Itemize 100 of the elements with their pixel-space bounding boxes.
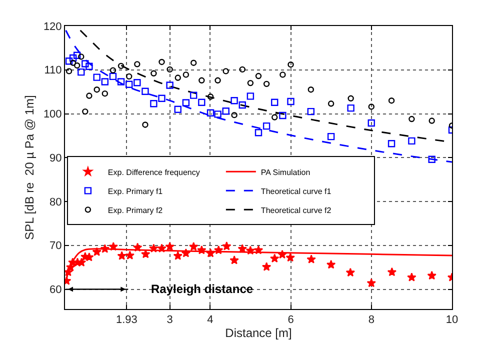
point xyxy=(238,244,247,253)
point xyxy=(66,68,72,74)
point xyxy=(134,79,141,86)
point xyxy=(247,80,254,86)
point xyxy=(222,241,232,250)
point xyxy=(197,245,206,254)
point xyxy=(408,137,416,145)
y-tick-label: 80 xyxy=(50,196,62,208)
x-tick-label: 6 xyxy=(288,314,294,326)
y-axis-title: SPL [dB re 20 µ Pa @ 1m] xyxy=(22,95,37,240)
point xyxy=(149,244,158,252)
point xyxy=(69,54,77,62)
point xyxy=(126,80,133,88)
point xyxy=(306,254,316,264)
point xyxy=(109,72,117,80)
point xyxy=(181,248,191,258)
point xyxy=(142,88,149,95)
point xyxy=(93,74,100,81)
point xyxy=(280,72,286,78)
point xyxy=(262,122,270,130)
y-tick-label: 100 xyxy=(43,108,62,121)
point xyxy=(206,109,214,116)
point xyxy=(190,60,197,66)
point xyxy=(287,98,294,106)
point xyxy=(65,58,73,65)
point xyxy=(73,52,81,59)
point xyxy=(388,97,395,104)
point xyxy=(94,86,100,93)
point xyxy=(307,108,315,116)
point xyxy=(92,247,102,256)
point xyxy=(198,98,206,106)
point xyxy=(328,100,334,107)
point xyxy=(278,250,287,259)
point xyxy=(222,108,230,115)
point xyxy=(214,245,224,254)
point xyxy=(165,242,174,251)
point xyxy=(190,92,198,99)
point xyxy=(346,268,355,277)
point xyxy=(100,244,110,253)
point xyxy=(78,54,84,60)
legend-label: PA Simulation xyxy=(260,168,310,177)
point xyxy=(308,86,314,93)
point xyxy=(428,156,436,163)
point xyxy=(272,114,278,120)
y-tick-label: 60 xyxy=(50,284,62,296)
point xyxy=(207,94,214,100)
x-tick-label: 8 xyxy=(368,314,374,326)
point xyxy=(158,94,166,102)
y-tick-label: 70 xyxy=(50,240,62,252)
point xyxy=(101,78,109,86)
point xyxy=(166,82,174,89)
point xyxy=(70,60,76,66)
point xyxy=(158,58,165,66)
line-series xyxy=(65,30,452,163)
point xyxy=(126,73,132,80)
point xyxy=(246,92,254,100)
point xyxy=(82,108,88,115)
point xyxy=(174,106,182,113)
point xyxy=(214,110,222,118)
point xyxy=(142,122,148,128)
point xyxy=(286,252,295,262)
point xyxy=(166,66,173,73)
point xyxy=(387,267,397,276)
legend-label: Theoretical curve f1 xyxy=(260,186,332,196)
point xyxy=(86,92,92,99)
point xyxy=(255,72,262,80)
point xyxy=(279,112,286,120)
point xyxy=(238,101,246,109)
x-tick-label: 10 xyxy=(446,314,458,326)
legend-label: Exp. Difference frequency xyxy=(108,168,200,177)
y-tick-label: 120 xyxy=(43,20,62,33)
x-tick-label: 1.93 xyxy=(116,314,138,326)
point xyxy=(125,250,134,260)
point xyxy=(174,74,181,81)
point xyxy=(326,260,336,269)
point xyxy=(108,242,118,251)
point xyxy=(254,245,264,254)
point xyxy=(368,119,375,127)
annotation: Rayleigh distance xyxy=(151,282,254,296)
point xyxy=(231,112,238,118)
point xyxy=(254,129,262,136)
point xyxy=(214,77,221,84)
x-tick-label: 4 xyxy=(207,314,214,326)
point xyxy=(74,62,80,69)
point xyxy=(198,77,205,84)
point xyxy=(82,60,89,68)
point xyxy=(150,100,158,108)
point xyxy=(117,78,125,86)
point xyxy=(263,80,270,88)
point xyxy=(173,251,182,260)
point xyxy=(428,118,435,124)
point xyxy=(368,104,374,110)
point xyxy=(347,104,354,112)
point xyxy=(407,272,416,282)
point xyxy=(189,242,198,251)
point xyxy=(182,99,190,106)
point xyxy=(388,140,396,148)
legend-label: Exp. Primary f1 xyxy=(108,186,164,196)
point xyxy=(102,90,108,97)
y-tick-label: 90 xyxy=(50,152,62,164)
